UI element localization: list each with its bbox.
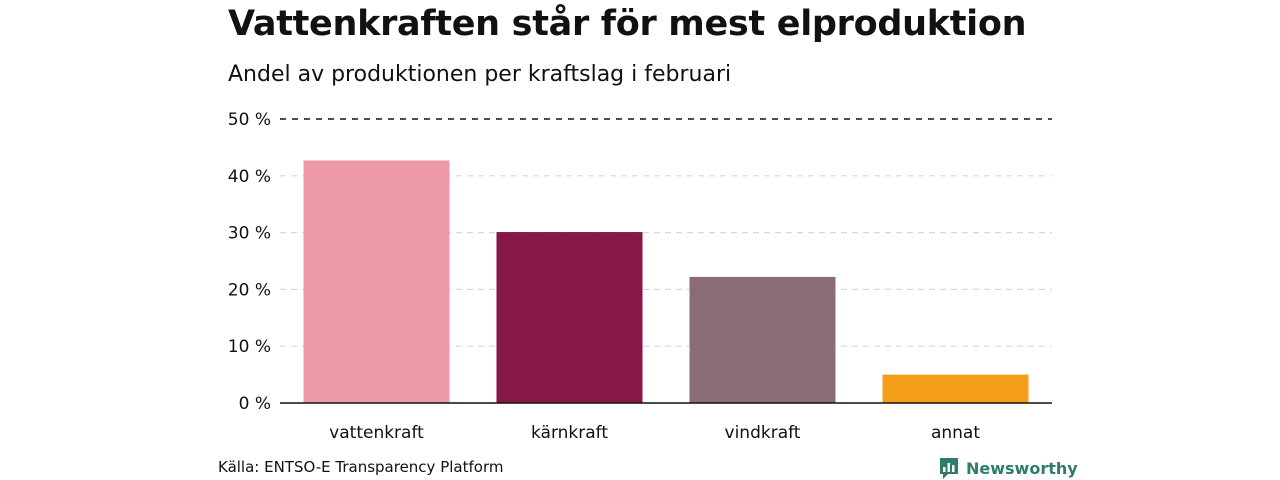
y-tick-label: 50 % (228, 110, 271, 130)
x-tick-label: vattenkraft (329, 423, 424, 443)
bar-chart-speech-icon (940, 458, 958, 479)
bar-kärnkraft (496, 232, 643, 403)
y-tick-label: 20 % (228, 280, 271, 300)
bar-annat (882, 374, 1029, 403)
brand-logo: Newsworthy (938, 456, 1078, 480)
source-note: Källa: ENTSO-E Transparency Platform (218, 458, 504, 476)
gridlines (280, 118, 1052, 347)
x-tick-label: kärnkraft (531, 423, 608, 443)
brand-name: Newsworthy (966, 458, 1078, 478)
axes: 0 % 10 % 20 % 30 % 40 % 50 % vattenkraft kärnkr… (228, 110, 1052, 443)
y-tick-label: 30 % (228, 224, 271, 244)
x-tick-label: vindkraft (725, 423, 801, 443)
y-tick-label: 0 % (239, 394, 271, 414)
bars (303, 160, 1029, 403)
bar-vindkraft (689, 276, 836, 403)
y-tick-label: 40 % (228, 167, 271, 187)
x-tick-label: annat (931, 423, 980, 443)
y-tick-label: 10 % (228, 337, 271, 357)
chart-title: Vattenkraften står för mest elproduktion (228, 4, 1027, 44)
bar-vattenkraft (303, 160, 450, 403)
chart-subtitle: Andel av produktionen per kraftslag i fe… (228, 62, 732, 87)
